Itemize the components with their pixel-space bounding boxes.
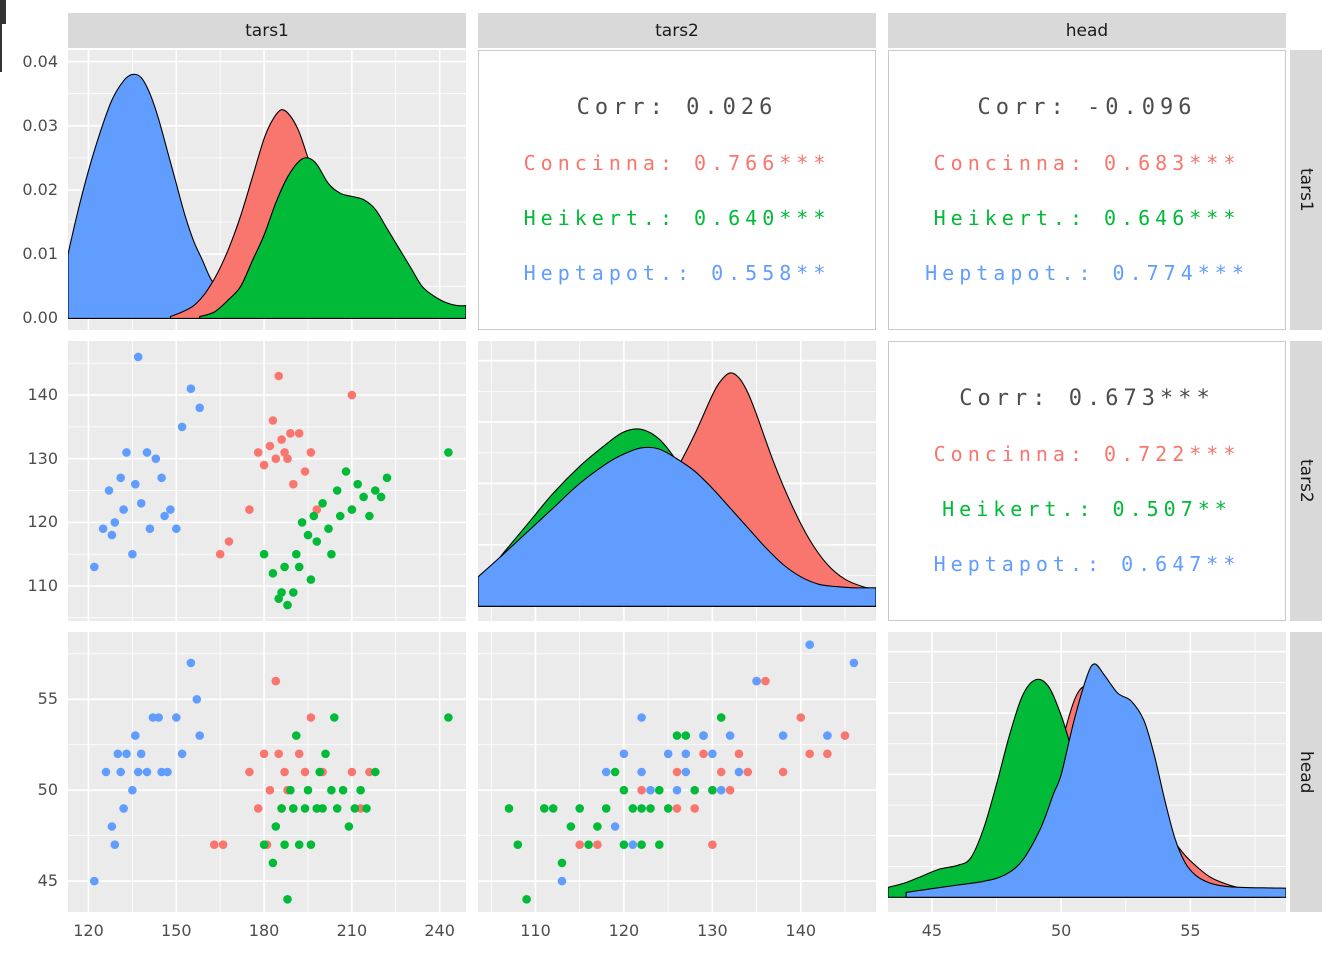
scatter-points-heptapot	[557, 640, 859, 886]
plot-canvas-tars1-density	[68, 50, 466, 330]
plot-canvas-tars2-head-scatter	[478, 632, 876, 912]
corr-panel-tars2-head-corr: Corr: 0.673*** Concinna: 0.722*** Heikert.…	[888, 341, 1286, 621]
plot-canvas-head-density	[888, 632, 1286, 912]
density-curve-heikert	[199, 157, 466, 319]
x-axis-tick	[0, 66, 2, 72]
corr-line-group: Heikert.: 0.507**	[942, 497, 1232, 521]
y-tick-label: 55	[37, 689, 58, 709]
y-tick-label: 50	[37, 780, 58, 800]
x-tick-label: 45	[921, 921, 943, 940]
panel-tars2-density	[478, 341, 876, 621]
plot-canvas-tars1-head-scatter	[68, 632, 466, 912]
y-axis-tick	[0, 16, 6, 18]
x-axis-tick	[0, 6, 2, 12]
y-axis-tick	[0, 22, 6, 24]
y-tick-label: 110	[27, 576, 58, 595]
scatter-points-heikert	[259, 713, 453, 904]
y-axis-tick	[0, 4, 6, 6]
scatter-points-heikert	[259, 448, 453, 610]
x-axis-tick	[0, 12, 2, 18]
strip-top-tars1: tars1	[68, 13, 466, 48]
corr-line-group: Concinna: 0.683***	[933, 151, 1241, 175]
strip-top-head: head	[888, 13, 1286, 48]
y-tick-label: 45	[37, 871, 58, 891]
panel-tars1-head-scatter	[68, 632, 466, 912]
strip-top-tars2: tars2	[478, 13, 876, 48]
x-tick-label: 180	[248, 921, 280, 940]
strip-right-tars2: tars2	[1290, 341, 1322, 621]
density-curve-heptapot	[905, 663, 1286, 898]
scatter-points-concinna	[215, 371, 357, 559]
y-tick-label: 0.02	[22, 180, 58, 199]
y-tick-label: 140	[27, 385, 58, 405]
scatter-points-heptapot	[90, 658, 204, 886]
x-axis-tick	[0, 42, 2, 48]
x-axis-tick	[0, 60, 2, 66]
corr-line-group: Heikert.: 0.646***	[933, 206, 1241, 230]
y-axis-tick	[0, 6, 6, 8]
corr-line-group: Heptapot.: 0.558**	[523, 261, 831, 285]
x-tick-label: 140	[785, 921, 817, 940]
y-axis-tick	[0, 2, 6, 4]
x-axis-tick	[0, 48, 2, 54]
x-axis-tick	[0, 18, 2, 24]
y-tick-label: 130	[27, 448, 58, 468]
y-tick-label: 0.03	[22, 115, 58, 135]
x-tick-label: 120	[608, 921, 640, 940]
y-axis-tick	[0, 0, 6, 2]
x-tick-label: 55	[1180, 921, 1201, 940]
corr-line-overall: Corr: -0.096	[977, 95, 1197, 120]
corr-line-overall: Corr: 0.026	[576, 95, 778, 120]
corr-line-overall: Corr: 0.673***	[959, 386, 1215, 411]
corr-panel-tars1-head-corr: Corr: -0.096 Concinna: 0.683*** Heikert.: …	[888, 50, 1286, 330]
y-axis-tick	[0, 20, 6, 22]
x-tick-label: 240	[424, 921, 455, 940]
y-axis-tick	[0, 14, 6, 16]
scatter-points-heptapot	[90, 352, 204, 572]
y-axis-tick	[0, 8, 6, 10]
y-tick-label: 0.00	[22, 308, 58, 328]
x-axis-tick	[0, 24, 2, 30]
plot-canvas-tars2-density	[478, 341, 876, 621]
panel-tars1-tars2-scatter	[68, 341, 466, 621]
corr-line-group: Heptapot.: 0.774***	[925, 261, 1249, 285]
y-axis-tick	[0, 10, 6, 12]
x-tick-label: 110	[520, 921, 551, 940]
x-tick-label: 50	[1050, 921, 1072, 940]
corr-line-group: Concinna: 0.722***	[933, 442, 1241, 466]
corr-line-group: Heptapot.: 0.647**	[933, 552, 1241, 576]
y-axis-tick	[0, 12, 6, 14]
x-tick-label: 150	[160, 921, 192, 940]
panel-head-density	[888, 632, 1286, 912]
corr-line-group: Heikert.: 0.640***	[523, 206, 831, 230]
y-axis-tick	[0, 18, 6, 20]
corr-panel-tars1-tars2-corr: Corr: 0.026 Concinna: 0.766*** Heikert.: 0…	[478, 50, 876, 330]
x-axis-tick	[0, 36, 2, 42]
strip-right-tars1: tars1	[1290, 50, 1322, 330]
x-tick-label: 210	[336, 921, 368, 940]
plot-canvas-tars1-tars2-scatter	[68, 341, 466, 621]
panel-tars2-head-scatter	[478, 632, 876, 912]
x-axis-tick	[0, 0, 2, 6]
x-tick-label: 120	[73, 921, 104, 940]
x-axis-tick	[0, 30, 2, 36]
x-axis-tick	[0, 54, 2, 60]
y-tick-label: 120	[27, 512, 58, 532]
x-tick-label: 130	[697, 921, 728, 940]
corr-line-group: Concinna: 0.766***	[523, 151, 831, 175]
y-tick-label: 0.01	[22, 244, 58, 264]
density-curve-heptapot	[478, 446, 876, 607]
scatter-points-concinna	[575, 676, 850, 849]
y-tick-label: 0.04	[22, 51, 58, 71]
strip-right-head: head	[1290, 632, 1322, 912]
panel-tars1-density	[68, 50, 466, 330]
